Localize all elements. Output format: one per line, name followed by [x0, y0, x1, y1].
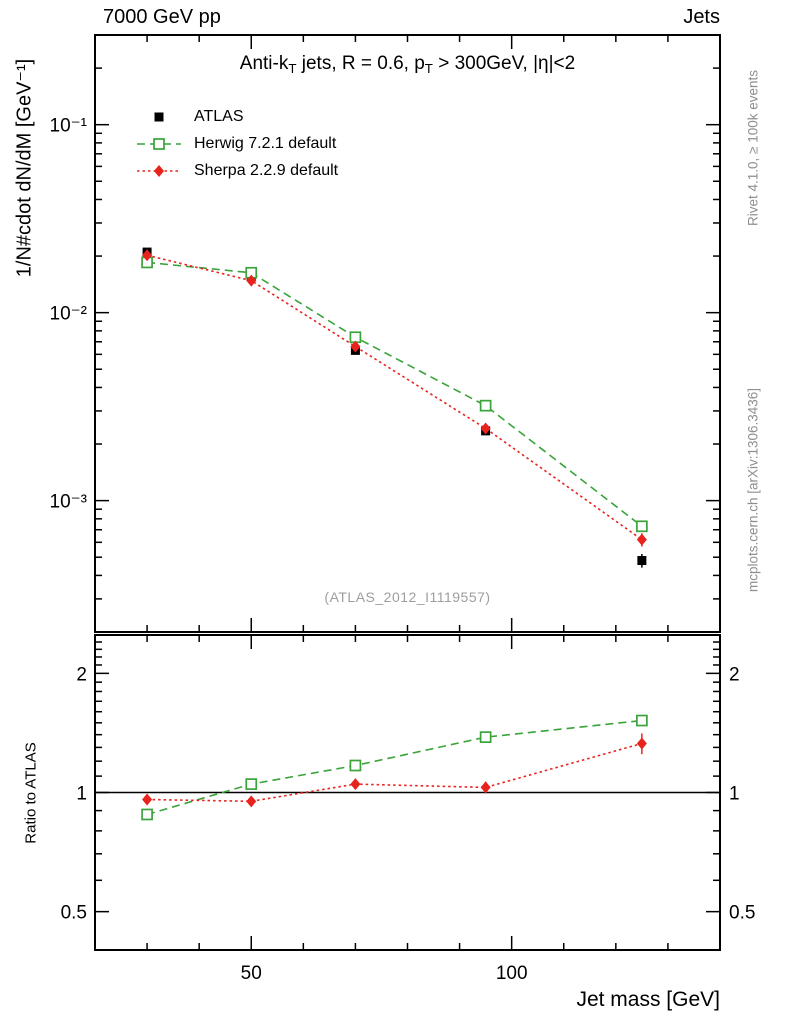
beam-energy-label: 7000 GeV pp: [103, 6, 221, 28]
data-point-marker: [480, 781, 491, 794]
mcplots-arxiv-note: mcplots.cern.ch [arXiv:1306.3436]: [745, 387, 761, 593]
data-point-marker: [141, 808, 153, 821]
ratio-y-tick-label-right: 0.5: [729, 903, 755, 924]
main-y-tick-label: 10⁻³: [50, 492, 88, 513]
data-point-marker: [154, 164, 164, 177]
ratio-y-tick-label-right: 1: [729, 784, 740, 805]
ratio-y-tick-label-right: 2: [729, 664, 740, 685]
sherpa-legend-marker-icon: [137, 164, 181, 177]
main-y-tick-label: 10⁻¹: [50, 116, 88, 137]
ratio-y-tick-label: 1: [76, 784, 87, 805]
data-point-marker: [479, 399, 492, 412]
data-point-marker: [480, 422, 491, 435]
legend-item: Herwig 7.2.1 default: [136, 130, 338, 157]
title-part: > 300GeV, |η|<2: [432, 53, 576, 74]
legend-label: Herwig 7.2.1 default: [194, 134, 337, 152]
rivet-version-note: Rivet 4.1.0, ≥ 100k events: [745, 70, 761, 226]
data-point-marker: [636, 714, 648, 727]
herwig-legend-marker-icon: [137, 137, 181, 150]
legend-label: ATLAS: [194, 107, 244, 125]
data-point-marker: [636, 533, 647, 546]
x-tick-label: 100: [496, 963, 528, 984]
main-series-atlas: [142, 247, 647, 568]
data-point-marker: [142, 793, 153, 806]
main-series-sherpa: [142, 249, 647, 547]
legend-label: Sherpa 2.2.9 default: [194, 161, 339, 179]
data-point-marker: [154, 112, 164, 121]
ratio-y-tick-label: 0.5: [61, 903, 87, 924]
data-point-marker: [142, 249, 153, 262]
title-subscript: T: [424, 61, 433, 77]
data-point-marker: [350, 340, 361, 353]
data-point-marker: [153, 137, 165, 150]
data-point-marker: [246, 274, 257, 287]
data-point-marker: [479, 731, 492, 743]
plot-title: Anti-kT jets, R = 0.6, pT > 300GeV, |η|<…: [95, 53, 720, 76]
data-point-marker: [246, 795, 257, 808]
x-tick-label: 50: [241, 963, 262, 984]
data-point-marker: [636, 520, 648, 533]
atlas-legend-marker-icon: [154, 112, 164, 121]
data-point-marker: [636, 737, 647, 750]
x-axis-label: Jet mass [GeV]: [576, 988, 720, 1011]
data-point-marker: [245, 778, 258, 790]
ratio-y-tick-label: 2: [76, 664, 87, 685]
data-point-marker: [637, 556, 647, 566]
ratio-series-herwig: [141, 714, 648, 821]
ratio-series-sherpa: [142, 733, 647, 808]
legend-item: ATLAS: [136, 103, 338, 130]
data-point-marker: [350, 778, 361, 791]
ratio-y-axis-label: Ratio to ATLAS: [22, 742, 40, 844]
main-y-axis-label: 1/N#cdot dN/dM [GeV⁻¹]: [13, 58, 36, 278]
title-part: jets, R = 0.6, p: [296, 53, 425, 74]
main-y-tick-label: 10⁻²: [50, 304, 88, 325]
observable-group-label: Jets: [683, 6, 720, 28]
legend-item: Sherpa 2.2.9 default: [136, 157, 338, 184]
title-subscript: T: [288, 61, 297, 77]
analysis-id-watermark: (ATLAS_2012_I1119557): [324, 589, 491, 605]
data-point-marker: [349, 759, 362, 772]
title-part: Anti-k: [239, 53, 289, 74]
legend: ATLAS Herwig 7.2.1 default Sherpa 2.2.9 de…: [136, 103, 338, 184]
